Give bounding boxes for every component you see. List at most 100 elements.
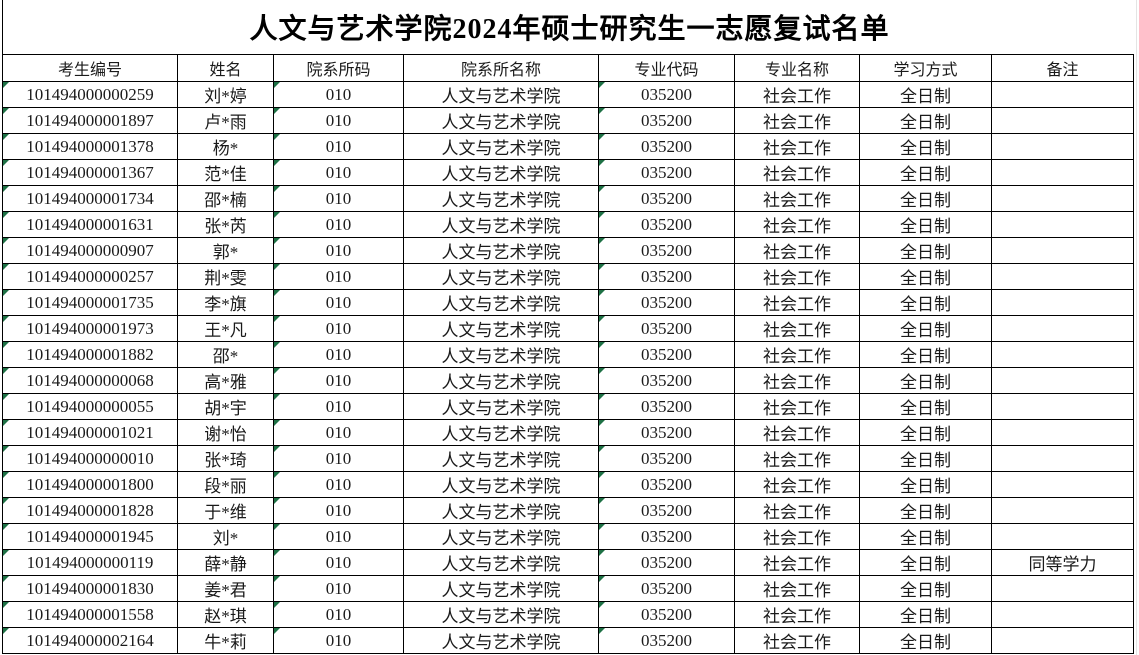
green-triangle-icon (274, 290, 280, 296)
table-row: 101494000001378 杨* 010 人文与艺术学院 035200 社会工作 全日制 (2, 133, 1134, 160)
sheet-edge-gridline (1136, 0, 1137, 655)
green-triangle-icon (274, 550, 280, 556)
cell-major_name: 社会工作 (734, 237, 860, 264)
cell-remark (991, 315, 1134, 342)
cell-remark (991, 185, 1134, 212)
cell-remark (991, 627, 1134, 654)
cell-dept_code: 010 (273, 263, 404, 290)
cell-remark (991, 393, 1134, 420)
green-triangle-icon (3, 212, 9, 218)
cell-dept_code: 010 (273, 575, 404, 602)
green-triangle-icon (3, 602, 9, 608)
green-triangle-icon (599, 524, 605, 530)
cell-dept_name: 人文与艺术学院 (403, 133, 599, 160)
cell-major_code: 035200 (598, 627, 735, 654)
cell-dept_code: 010 (273, 211, 404, 238)
column-header-exam_id: 考生编号 (2, 54, 178, 82)
cell-major_name: 社会工作 (734, 549, 860, 576)
cell-major_name: 社会工作 (734, 263, 860, 290)
cell-major_code: 035200 (598, 497, 735, 524)
cell-dept_code: 010 (273, 627, 404, 654)
cell-major_code: 035200 (598, 367, 735, 394)
cell-dept_name: 人文与艺术学院 (403, 419, 599, 446)
cell-dept_name: 人文与艺术学院 (403, 445, 599, 472)
green-triangle-icon (274, 368, 280, 374)
cell-major_name: 社会工作 (734, 107, 860, 134)
green-triangle-icon (3, 134, 9, 140)
cell-major_name: 社会工作 (734, 159, 860, 186)
table-row: 101494000000010 张*琦 010 人文与艺术学院 035200 社会工作 全日… (2, 445, 1134, 472)
cell-study_mode: 全日制 (859, 471, 992, 498)
green-triangle-icon (274, 186, 280, 192)
table-row: 101494000001367 范*佳 010 人文与艺术学院 035200 社会工作 全日… (2, 159, 1134, 186)
cell-exam_id: 101494000002164 (2, 627, 178, 654)
cell-major_name: 社会工作 (734, 445, 860, 472)
cell-dept_code: 010 (273, 497, 404, 524)
cell-dept_name: 人文与艺术学院 (403, 471, 599, 498)
table-row: 101494000001828 于*维 010 人文与艺术学院 035200 社会工作 全日… (2, 497, 1134, 524)
cell-name: 李*旗 (177, 289, 274, 316)
cell-exam_id: 101494000001021 (2, 419, 178, 446)
table-row: 101494000000257 荆*雯 010 人文与艺术学院 035200 社会工作 全日… (2, 263, 1134, 290)
cell-study_mode: 全日制 (859, 211, 992, 238)
cell-exam_id: 101494000001367 (2, 159, 178, 186)
green-triangle-icon (3, 290, 9, 296)
cell-major_code: 035200 (598, 263, 735, 290)
column-header-study_mode: 学习方式 (859, 54, 992, 82)
cell-name: 高*雅 (177, 367, 274, 394)
cell-study_mode: 全日制 (859, 159, 992, 186)
cell-name: 邵*楠 (177, 185, 274, 212)
cell-major_code: 035200 (598, 445, 735, 472)
cell-major_name: 社会工作 (734, 575, 860, 602)
cell-study_mode: 全日制 (859, 549, 992, 576)
cell-remark (991, 523, 1134, 550)
cell-dept_name: 人文与艺术学院 (403, 367, 599, 394)
cell-exam_id: 101494000000259 (2, 81, 178, 108)
cell-dept_code: 010 (273, 81, 404, 108)
cell-name: 段*丽 (177, 471, 274, 498)
table-row: 101494000001882 邵* 010 人文与艺术学院 035200 社会工作 全日制 (2, 341, 1134, 368)
green-triangle-icon (3, 576, 9, 582)
green-triangle-icon (3, 524, 9, 530)
green-triangle-icon (599, 602, 605, 608)
cell-dept_code: 010 (273, 315, 404, 342)
table-row: 101494000001735 李*旗 010 人文与艺术学院 035200 社会工作 全日… (2, 289, 1134, 316)
green-triangle-icon (3, 420, 9, 426)
cell-major_code: 035200 (598, 133, 735, 160)
table-row: 101494000001897 卢*雨 010 人文与艺术学院 035200 社会工作 全日… (2, 107, 1134, 134)
cell-study_mode: 全日制 (859, 393, 992, 420)
cell-name: 郭* (177, 237, 274, 264)
green-triangle-icon (274, 264, 280, 270)
cell-dept_name: 人文与艺术学院 (403, 289, 599, 316)
green-triangle-icon (3, 368, 9, 374)
cell-major_name: 社会工作 (734, 601, 860, 628)
green-triangle-icon (274, 628, 280, 634)
cell-dept_code: 010 (273, 133, 404, 160)
cell-name: 杨* (177, 133, 274, 160)
green-triangle-icon (3, 160, 9, 166)
cell-major_code: 035200 (598, 159, 735, 186)
table-row: 101494000002164 牛*莉 010 人文与艺术学院 035200 社会工作 全日… (2, 627, 1134, 654)
cell-major_name: 社会工作 (734, 471, 860, 498)
table-row: 101494000001021 谢*怡 010 人文与艺术学院 035200 社会工作 全日… (2, 419, 1134, 446)
cell-dept_code: 010 (273, 393, 404, 420)
cell-remark (991, 497, 1134, 524)
green-triangle-icon (274, 576, 280, 582)
green-triangle-icon (3, 472, 9, 478)
table-row: 101494000001631 张*芮 010 人文与艺术学院 035200 社会工作 全日… (2, 211, 1134, 238)
green-triangle-icon (274, 316, 280, 322)
cell-major_code: 035200 (598, 601, 735, 628)
green-triangle-icon (3, 316, 9, 322)
cell-major_code: 035200 (598, 315, 735, 342)
cell-name: 姜*君 (177, 575, 274, 602)
cell-exam_id: 101494000001973 (2, 315, 178, 342)
cell-study_mode: 全日制 (859, 575, 992, 602)
green-triangle-icon (599, 446, 605, 452)
table-row: 101494000000259 刘*婷 010 人文与艺术学院 035200 社会工作 全日… (2, 81, 1134, 108)
cell-major_code: 035200 (598, 419, 735, 446)
cell-major_name: 社会工作 (734, 315, 860, 342)
green-triangle-icon (3, 108, 9, 114)
cell-major_code: 035200 (598, 185, 735, 212)
green-triangle-icon (599, 368, 605, 374)
